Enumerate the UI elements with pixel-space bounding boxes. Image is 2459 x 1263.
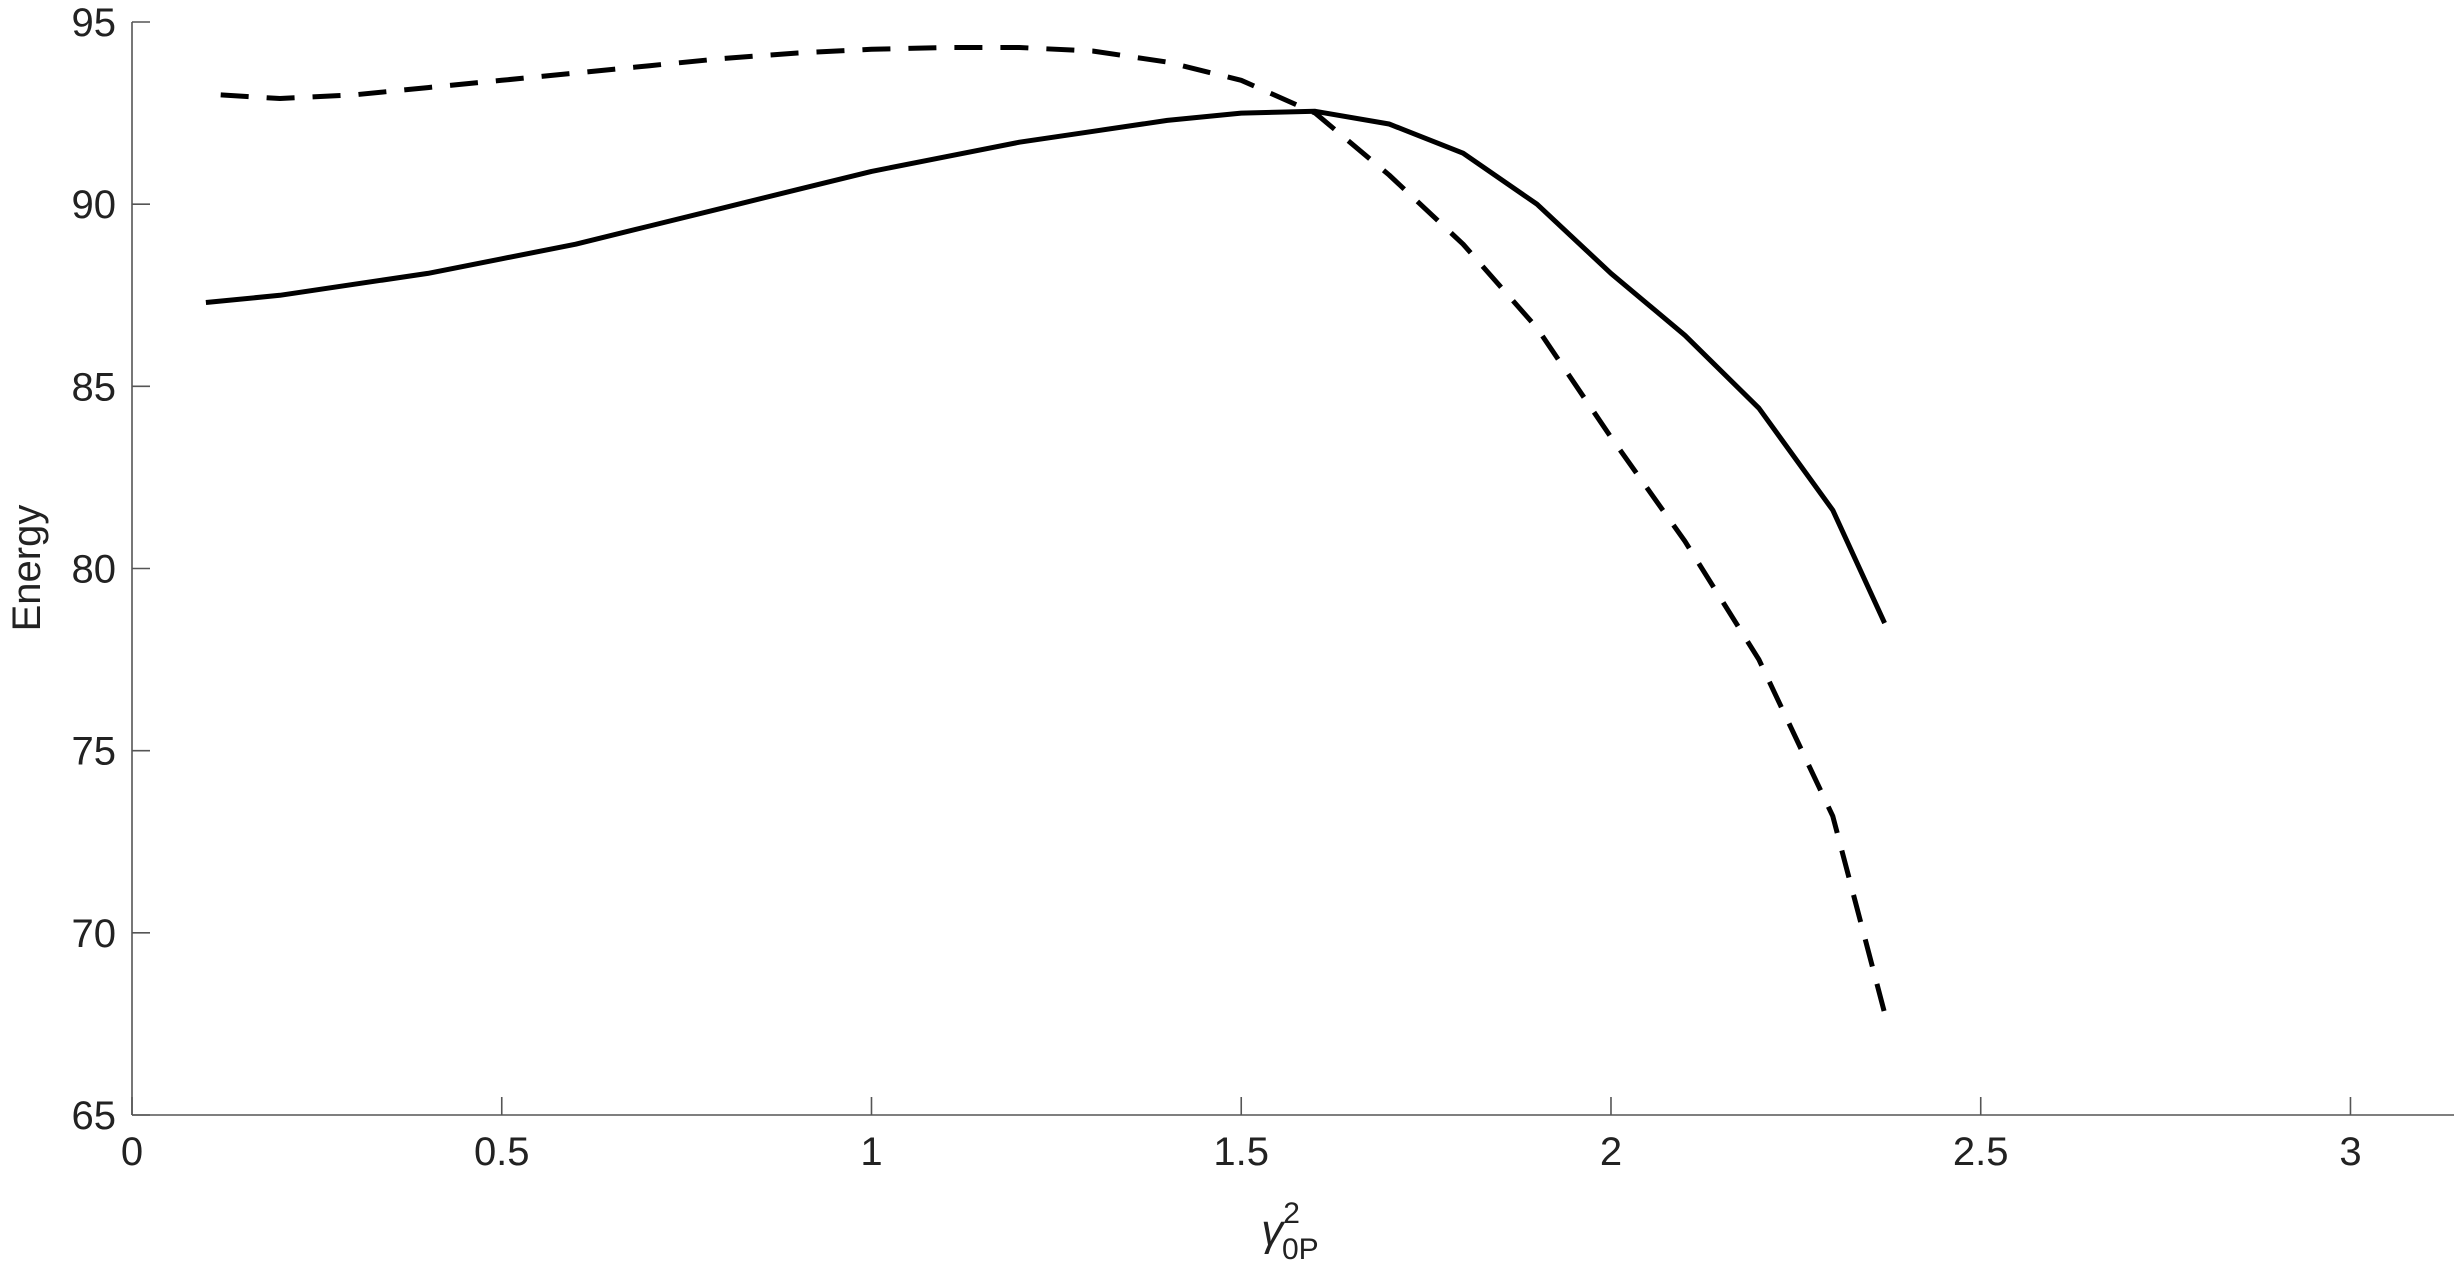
x-tick-label: 1 <box>860 1130 882 1174</box>
y-tick-label: 95 <box>72 1 117 45</box>
x-tick-label: 2.5 <box>1953 1130 2009 1174</box>
y-tick-label: 90 <box>72 183 117 227</box>
series-line <box>205 108 1887 625</box>
x-tick-label: 1.5 <box>1213 1130 1269 1174</box>
x-tick-label: 0 <box>121 1130 143 1174</box>
y-tick-label: 75 <box>72 730 117 774</box>
x-tick-label: 3 <box>2339 1130 2361 1174</box>
x-axis-label: γ2 0P <box>1261 1197 1318 1263</box>
x-label-sup: 2 <box>1283 1197 1300 1230</box>
y-tick-label: 70 <box>72 912 117 956</box>
y-tick-label: 80 <box>72 548 117 592</box>
series-line <box>220 45 1888 1014</box>
x-label-sub: 0P <box>1282 1233 1319 1263</box>
y-tick-label: 65 <box>72 1094 117 1138</box>
x-label-base: γ <box>1261 1206 1286 1255</box>
x-tick-label: 0.5 <box>474 1130 530 1174</box>
y-tick-label: 85 <box>72 365 117 409</box>
x-tick-label: 2 <box>1600 1130 1622 1174</box>
y-axis-label: Energy <box>5 505 49 632</box>
